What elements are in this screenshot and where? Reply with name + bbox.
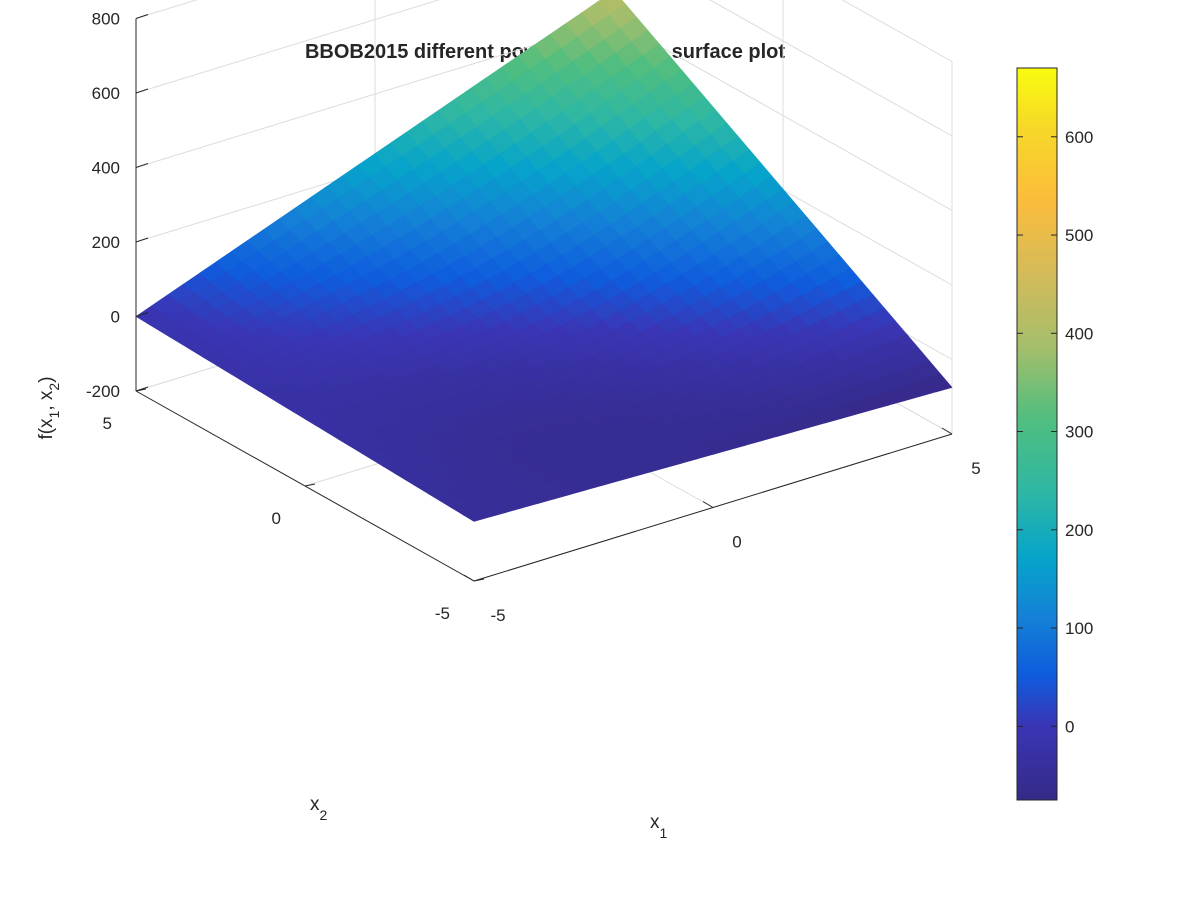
x-axis-label-main: x <box>650 812 660 833</box>
colorbar: 0 100 200 300 400 500 600 <box>1016 67 1093 801</box>
y-axis-label-main: x <box>310 794 320 815</box>
y-tick-label: -5 <box>435 604 450 623</box>
z-axis-label-part-4: 2 <box>46 383 62 391</box>
colorbar-tick-label: 0 <box>1065 717 1074 736</box>
x-axis-label: x1 <box>650 812 668 841</box>
y-tick-labels: -5 0 5 <box>103 414 450 623</box>
colorbar-tick-label: 600 <box>1065 128 1093 147</box>
z-axis-label-part-1: f(x <box>36 418 57 440</box>
y-axis-label-sub: 2 <box>320 807 328 823</box>
z-axis-label: f(x1, x2) <box>36 376 62 439</box>
x-tick-label: -5 <box>490 606 505 625</box>
z-tick-label: 600 <box>92 84 120 103</box>
y-tick-label: 0 <box>272 509 281 528</box>
surface-patch <box>924 373 953 393</box>
colorbar-tick-label: 300 <box>1065 423 1093 442</box>
z-tick-label: 200 <box>92 233 120 252</box>
y-tick-label: 5 <box>103 414 112 433</box>
colorbar-ticks: 0 100 200 300 400 500 600 <box>1017 128 1093 736</box>
colorbar-tick-label: 100 <box>1065 619 1093 638</box>
z-axis-label-part-2: 1 <box>46 410 62 418</box>
z-tick-label: -200 <box>86 382 120 401</box>
x-tick-label: 5 <box>971 459 980 478</box>
colorbar-tick-label: 200 <box>1065 521 1093 540</box>
z-axis-label-part-3: , x <box>36 390 57 411</box>
x-tick-labels: -5 0 5 <box>490 459 980 625</box>
z-tick-label: 400 <box>92 159 120 178</box>
z-tick-labels: -200 0 200 400 600 800 <box>86 10 120 402</box>
colorbar-gradient <box>1016 67 1058 801</box>
surface <box>135 0 953 522</box>
z-tick-label: 0 <box>111 308 120 327</box>
x-axis-label-sub: 1 <box>660 825 668 841</box>
colorbar-tick-label: 500 <box>1065 226 1093 245</box>
x-tick-label: 0 <box>732 533 741 552</box>
z-tick-label: 800 <box>92 10 120 29</box>
colorbar-tick-label: 400 <box>1065 324 1093 343</box>
z-axis-label-part-5: ) <box>36 376 57 382</box>
y-axis-label: x2 <box>310 794 328 823</box>
axis-lines <box>135 14 953 582</box>
